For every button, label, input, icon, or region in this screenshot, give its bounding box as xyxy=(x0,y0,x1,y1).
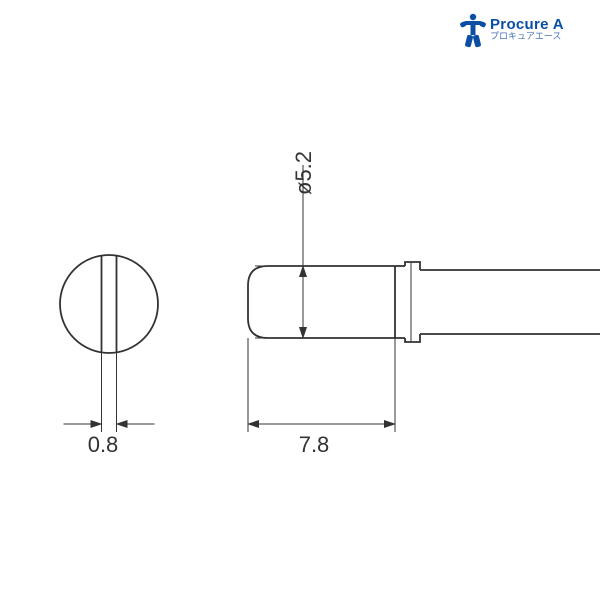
brand-tagline: プロキュアエース xyxy=(490,32,564,41)
brand-name: Procure A xyxy=(490,17,564,32)
technical-drawing: 0.8 ø5.2 7.8 xyxy=(0,0,600,600)
brand-logo: Procure A プロキュアエース xyxy=(460,12,588,46)
logo-mark-icon xyxy=(460,12,486,46)
svg-text:ø5.2: ø5.2 xyxy=(291,151,316,195)
svg-text:7.8: 7.8 xyxy=(299,432,330,457)
side-view: ø5.2 7.8 xyxy=(248,151,600,457)
front-view: 0.8 xyxy=(60,255,158,457)
svg-text:0.8: 0.8 xyxy=(88,432,119,457)
